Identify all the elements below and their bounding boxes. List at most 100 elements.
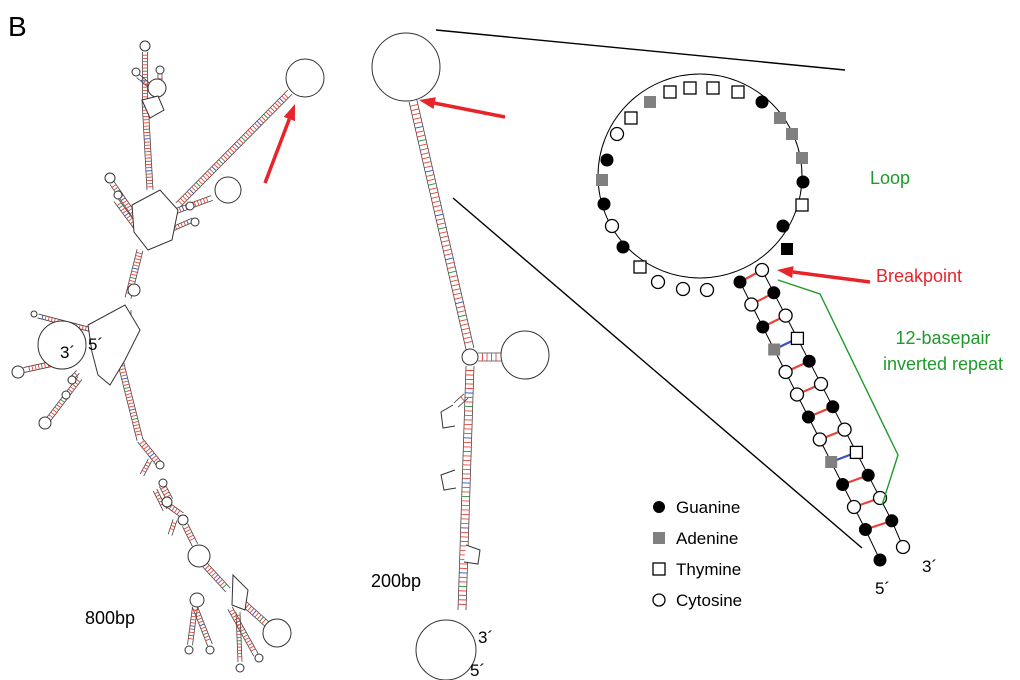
base-pair [448,270,457,274]
base-pair [254,123,260,128]
base-pair [464,340,473,344]
stem-strand [202,566,227,593]
base-pair [177,200,183,206]
stem [202,562,231,593]
base-pair [244,637,250,641]
terminal-loop [371,32,441,102]
base-pair [124,212,129,217]
base-pair [458,314,467,318]
base-pair [193,184,199,190]
cytosine-nucleotide [609,126,625,142]
base-pair [442,244,451,248]
base-pair [129,408,136,411]
stem-strand [124,249,138,298]
inverted-repeat-bracket [777,279,899,506]
internal-loop [155,460,165,470]
internal-loop [67,375,77,385]
base-pair [198,179,203,185]
base-pair [215,576,221,582]
hairpin-loop [214,176,242,204]
base-pair [244,603,250,609]
stem-strand [187,523,199,544]
thymine-nucleotide [633,260,647,274]
guanine-nucleotide [826,400,840,414]
base-pair [128,207,133,212]
stem-strand [181,526,193,547]
base-pair [162,488,168,493]
cytosine-nucleotide [813,376,829,392]
stem-strand [167,519,174,535]
cytosine-legend-icon [652,593,666,607]
base-pair [276,100,282,106]
cytosine-nucleotide [846,499,862,515]
base-pair [171,506,176,512]
adenine-nucleotide [644,96,656,108]
base-pair [243,634,248,638]
base-pair [207,170,212,176]
base-pair [421,152,430,155]
base-pair [154,491,159,495]
guanine-nucleotide [597,197,611,211]
base-pair [53,318,56,323]
base-pair [126,205,131,209]
base-pair [213,574,219,580]
base-pair [120,371,127,374]
base-pair [283,93,289,99]
base-pair [447,266,456,269]
base-pair [171,521,177,525]
stem-strand [231,606,259,654]
guanine-nucleotide [861,468,875,482]
base-pair [41,315,44,320]
base-pair [438,226,447,230]
stem-strand [465,366,475,611]
bulge [440,404,456,429]
base-pair [204,564,210,570]
base-pair [189,188,194,194]
base-pair [270,107,276,112]
adenine-nucleotide [768,343,781,356]
base-pair [445,257,454,261]
base-pair [272,104,278,110]
base-pair [69,386,75,391]
base-pair [119,368,126,371]
base-pair [173,508,178,513]
breakpoint-label: Breakpoint [876,266,962,286]
base-pair [134,258,141,261]
zoom-3prime-label: 3´ [922,557,937,576]
internal-loop [177,514,189,526]
stem-strand [457,397,469,408]
base-pair [130,273,137,276]
base-pair [419,143,428,147]
base-pair [220,157,226,162]
base-pair [139,440,145,445]
base-pair [435,213,444,217]
bulge [463,544,481,565]
base-pair [157,497,162,500]
guanine-nucleotide [836,478,850,491]
stem-strand [235,612,239,663]
arrow-head [777,266,794,278]
base-pair [200,626,206,630]
stem-strand [171,520,178,536]
left-size-label: 800bp [85,608,135,628]
base-pair [123,386,131,390]
base-pair [132,420,139,424]
base-pair [201,629,207,633]
stem [187,606,198,646]
base-pair [168,504,173,510]
base-pair [281,95,287,101]
base-pair [430,191,439,195]
base-pair [184,528,191,533]
left-5prime-label: 5´ [88,335,103,354]
panel-label: B [8,11,27,42]
legend: Guanine Adenine Thymine Cytosine [652,498,742,610]
base-pair [111,184,117,188]
zoom-5prime-label: 5´ [875,579,890,598]
guanine-nucleotide [885,514,899,528]
base-pair [130,414,137,418]
base-pair [123,383,130,386]
base-pair [120,207,126,212]
base-pair [180,198,185,203]
base-pair [225,152,231,158]
base-pair [120,197,126,201]
